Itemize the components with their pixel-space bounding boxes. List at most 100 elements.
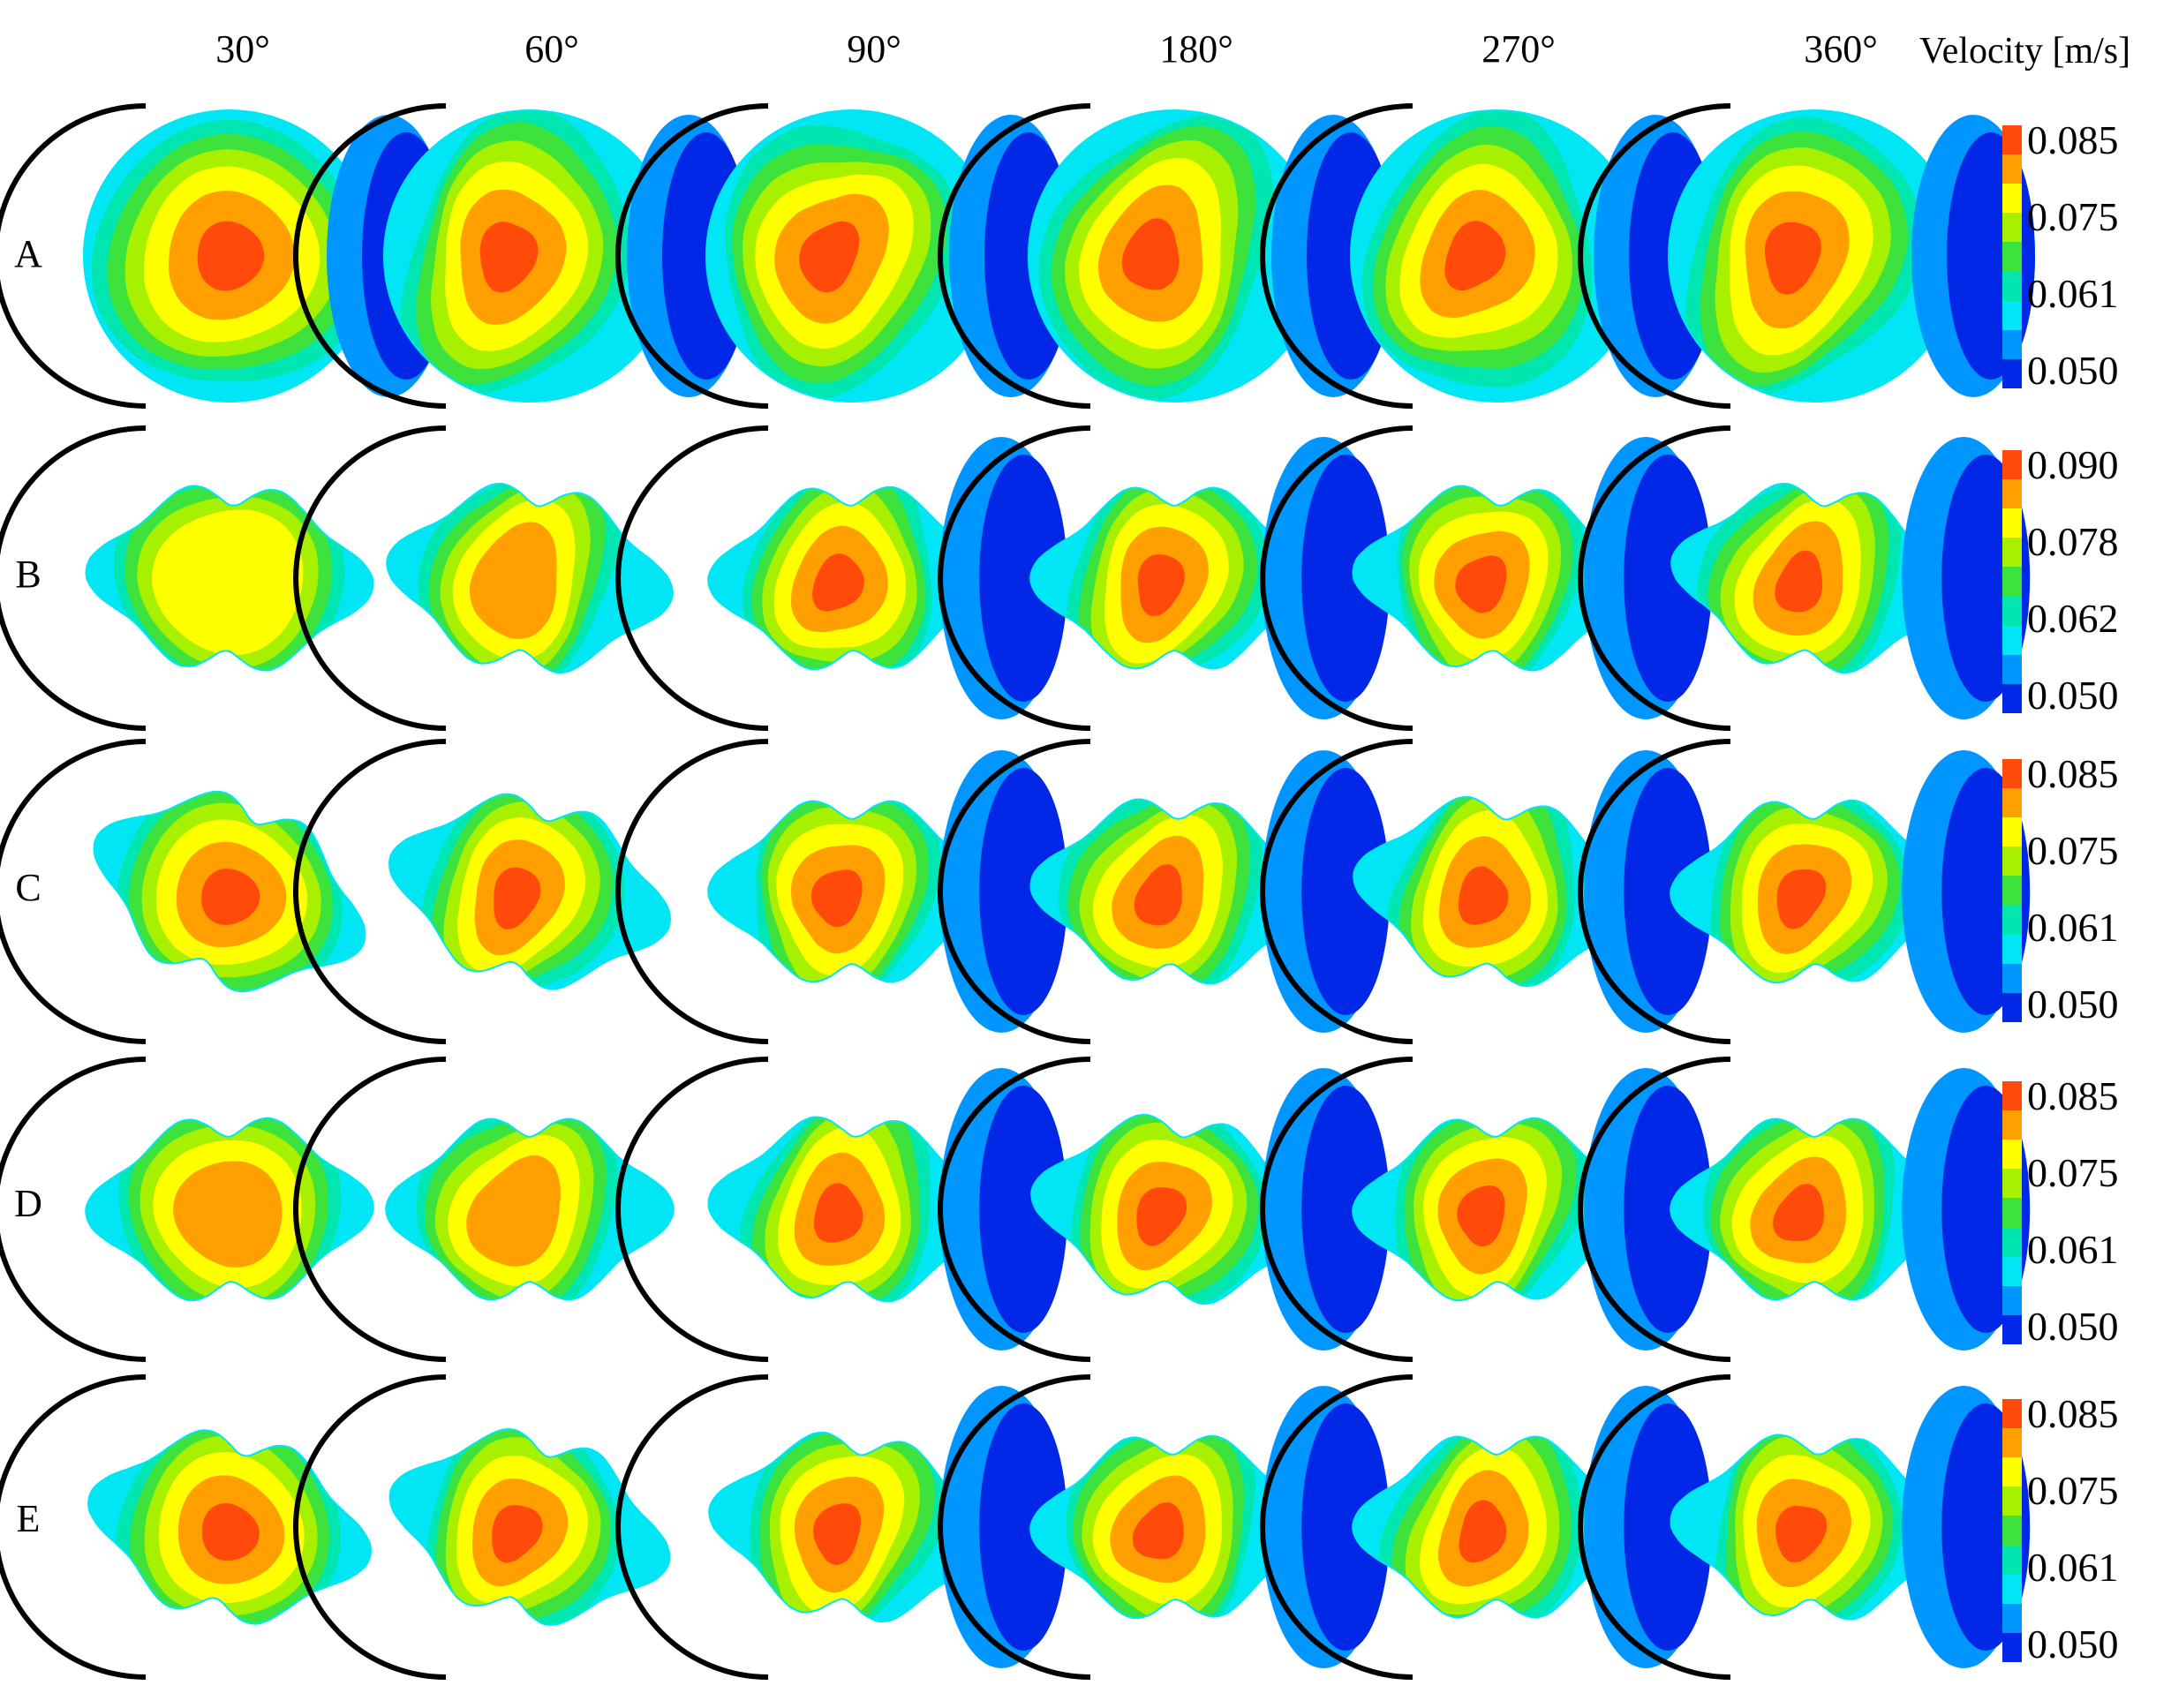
contour-plot-c-2 (615, 739, 997, 1044)
colorbar-segment (2002, 934, 2022, 964)
wall-arc (1260, 739, 1413, 1044)
colorbar-segment (2002, 125, 2022, 155)
colorbar-e (2002, 1399, 2022, 1662)
row-label-c: C (15, 866, 41, 909)
wall-arc (938, 739, 1091, 1044)
wall-arc (1260, 425, 1413, 731)
colorbar-segment (2002, 450, 2022, 480)
tick-d-2: 0.061 (2027, 1227, 2119, 1272)
colorbar-segment (2002, 1516, 2022, 1546)
colorbar-segment (2002, 1545, 2022, 1575)
wall-arc (938, 103, 1091, 409)
wall-arc (0, 103, 147, 409)
colorbar-segment (2002, 683, 2022, 713)
colorbar-segment (2002, 242, 2022, 272)
wall-arc (1578, 103, 1731, 409)
contour-plot-d-4 (1260, 1057, 1641, 1362)
wall-arc (293, 1374, 447, 1680)
row-label-b: B (15, 553, 41, 596)
colorbar-segment (2002, 1574, 2022, 1604)
wall-arc (0, 739, 147, 1044)
tick-e-3: 0.050 (2027, 1621, 2119, 1667)
tick-a-3: 0.050 (2027, 348, 2119, 393)
wall-arc (615, 425, 769, 731)
tick-a-0: 0.085 (2027, 117, 2119, 162)
legend-title: Velocity [m/s] (1919, 31, 2131, 71)
contour-plot-a-0 (0, 103, 377, 409)
colorbar-segment (2002, 1486, 2022, 1516)
wall-arc (293, 425, 447, 731)
contour-plot-a-1 (293, 103, 677, 409)
wall-arc (938, 1374, 1091, 1680)
colorbar-a (2002, 125, 2022, 388)
colorbar-segment (2002, 846, 2022, 877)
contour-plot-d-2 (615, 1057, 997, 1362)
wall-arc (1578, 739, 1731, 1044)
tick-c-3: 0.050 (2027, 982, 2119, 1027)
tick-b-1: 0.078 (2027, 519, 2119, 564)
colorbar-segment (2002, 1227, 2022, 1257)
colorbar-segment (2002, 1399, 2022, 1429)
colorbar-segment (2002, 1428, 2022, 1458)
contour-plot-d-1 (293, 1057, 675, 1362)
colorbar-segment (2002, 963, 2022, 993)
colorbar-segment (2002, 213, 2022, 243)
colorbar-segment (2002, 817, 2022, 847)
tick-d-3: 0.050 (2027, 1304, 2119, 1349)
angle-label-360: 360° (1804, 27, 1878, 71)
tick-a-2: 0.061 (2027, 271, 2119, 316)
colorbar-segment (2002, 876, 2022, 906)
colorbar-segment (2002, 1198, 2022, 1228)
wall-arc (0, 1374, 147, 1680)
colorbar-segment (2002, 358, 2022, 388)
angle-label-180: 180° (1159, 27, 1233, 71)
tick-d-1: 0.075 (2027, 1150, 2119, 1195)
colorbar-segment (2002, 300, 2022, 330)
wall-arc (1578, 1374, 1731, 1680)
wall-arc (938, 425, 1091, 731)
tick-c-0: 0.085 (2027, 751, 2119, 796)
colorbar-segment (2002, 1603, 2022, 1633)
colorbar-segment (2002, 154, 2022, 184)
colorbar-segment (2002, 625, 2022, 655)
colorbar-segment (2002, 508, 2022, 538)
wall-arc (0, 1057, 147, 1362)
angle-label-60: 60° (524, 27, 579, 71)
contour-plot-c-1 (293, 739, 671, 1044)
contour-plot-c-5 (1578, 739, 1959, 1044)
wall-arc (1260, 103, 1413, 409)
colorbar-segment (2002, 184, 2022, 214)
wall-arc (938, 1057, 1091, 1362)
colorbar-segment (2002, 654, 2022, 684)
colorbar-segment (2002, 1169, 2022, 1199)
contour-plot-b-0 (0, 425, 374, 731)
colorbar-segment (2002, 479, 2022, 509)
tick-e-2: 0.061 (2027, 1545, 2119, 1590)
wall-arc (615, 739, 769, 1044)
tick-e-1: 0.075 (2027, 1468, 2119, 1513)
colorbar-segment (2002, 788, 2022, 818)
contour-plot-d-5 (1578, 1057, 1959, 1362)
angle-label-270: 270° (1481, 27, 1556, 71)
tick-b-0: 0.090 (2027, 442, 2119, 487)
wall-arc (293, 1057, 447, 1362)
wall-arc (1260, 1374, 1413, 1680)
contour-plot-c-4 (1260, 739, 1640, 1044)
contour-plot-b-3 (938, 425, 1319, 731)
contour-plot-e-0 (0, 1374, 372, 1680)
contour-plot-b-2 (615, 425, 997, 731)
contour-plot-e-1 (293, 1374, 671, 1680)
wall-arc (1260, 1057, 1413, 1362)
colorbar-segment (2002, 1285, 2022, 1315)
colorbar-segment (2002, 271, 2022, 301)
colorbar-segment (2002, 567, 2022, 597)
contour-plot-d-0 (0, 1057, 374, 1362)
row-label-e: E (16, 1497, 41, 1540)
colorbar-b (2002, 450, 2022, 713)
colorbar-segment (2002, 1110, 2022, 1140)
contour-plot-a-5 (1578, 103, 1962, 409)
wall-arc (615, 1374, 769, 1680)
tick-b-3: 0.050 (2027, 673, 2119, 718)
